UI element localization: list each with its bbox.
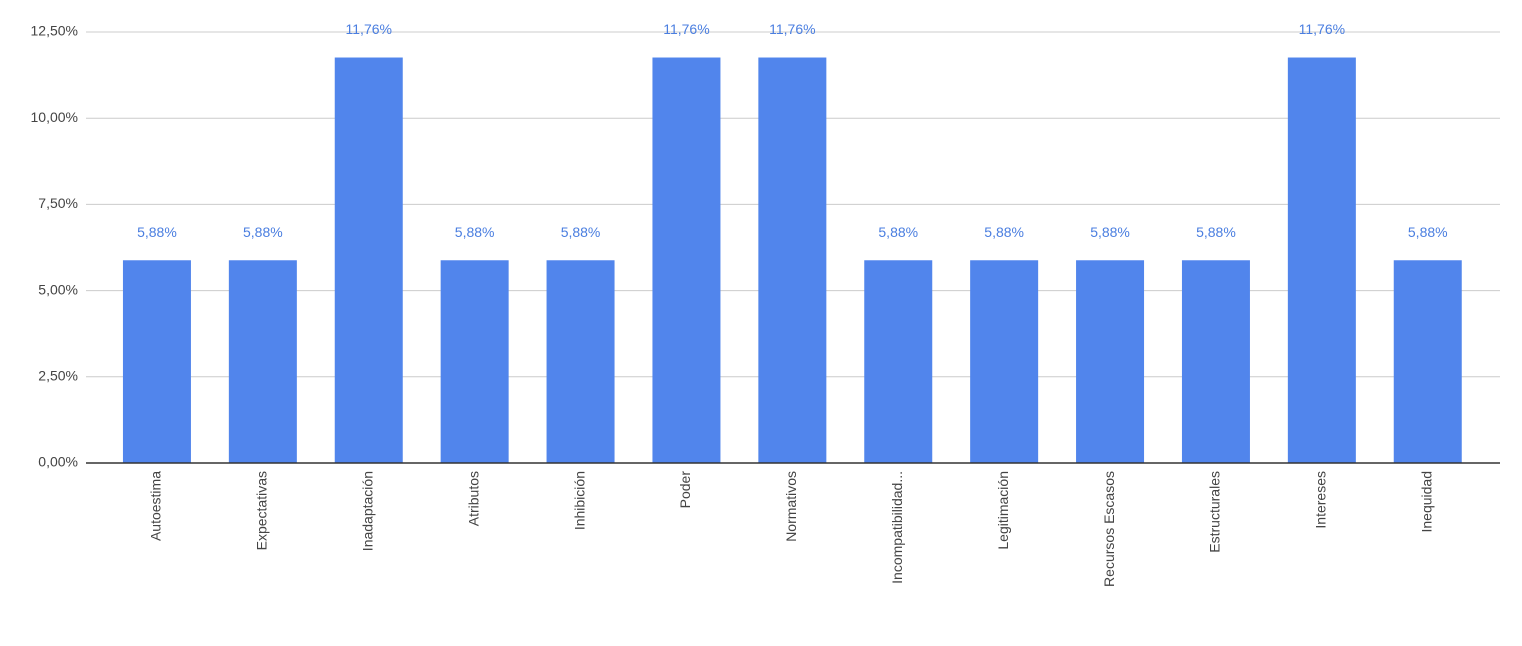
x-tick-label: Inequidad [1418,471,1434,533]
value-label: 5,88% [1090,224,1130,240]
x-tick-label: Estructurales [1207,471,1223,553]
value-label: 11,76% [769,21,815,37]
value-label: 11,76% [663,21,709,37]
x-tick-label: Intereses [1313,471,1329,529]
bar [1076,260,1145,463]
x-tick-label: Poder [677,471,693,509]
y-tick-label: 2,50% [38,368,78,384]
x-tick-label: Expectativas [254,471,270,550]
x-tick-label: Inadaptación [359,471,375,551]
bar [440,260,509,463]
y-tick-label: 0,00% [38,454,78,470]
bar [758,57,827,464]
value-label: 5,88% [878,224,918,240]
bar [1287,57,1356,464]
x-tick-label: Incompatibilidad... [889,471,905,584]
x-tick-label: Atributos [465,471,481,526]
value-label: 5,88% [561,224,601,240]
x-tick-label: Normativos [783,471,799,542]
x-tick-label: Inhibición [571,471,587,530]
value-label: 5,88% [243,224,283,240]
value-label: 5,88% [137,224,177,240]
bar [652,57,721,464]
value-label: 11,76% [1299,21,1345,37]
x-tick-label: Legitimación [995,471,1011,550]
bar [970,260,1039,463]
bar [228,260,297,463]
y-tick-label: 12,50% [31,23,78,39]
y-tick-label: 7,50% [38,195,78,211]
value-label: 5,88% [455,224,495,240]
bar [1393,260,1462,463]
bar [864,260,933,463]
bar [1181,260,1250,463]
value-label: 11,76% [346,21,392,37]
y-tick-label: 10,00% [31,109,78,125]
bar [334,57,403,464]
value-label: 5,88% [984,224,1024,240]
value-label: 5,88% [1196,224,1236,240]
bar [122,260,191,463]
value-label: 5,88% [1408,224,1448,240]
x-tick-label: Autoestima [148,471,164,541]
x-tick-label: Recursos Escasos [1101,471,1117,587]
y-tick-label: 5,00% [38,281,78,297]
bar [546,260,615,463]
